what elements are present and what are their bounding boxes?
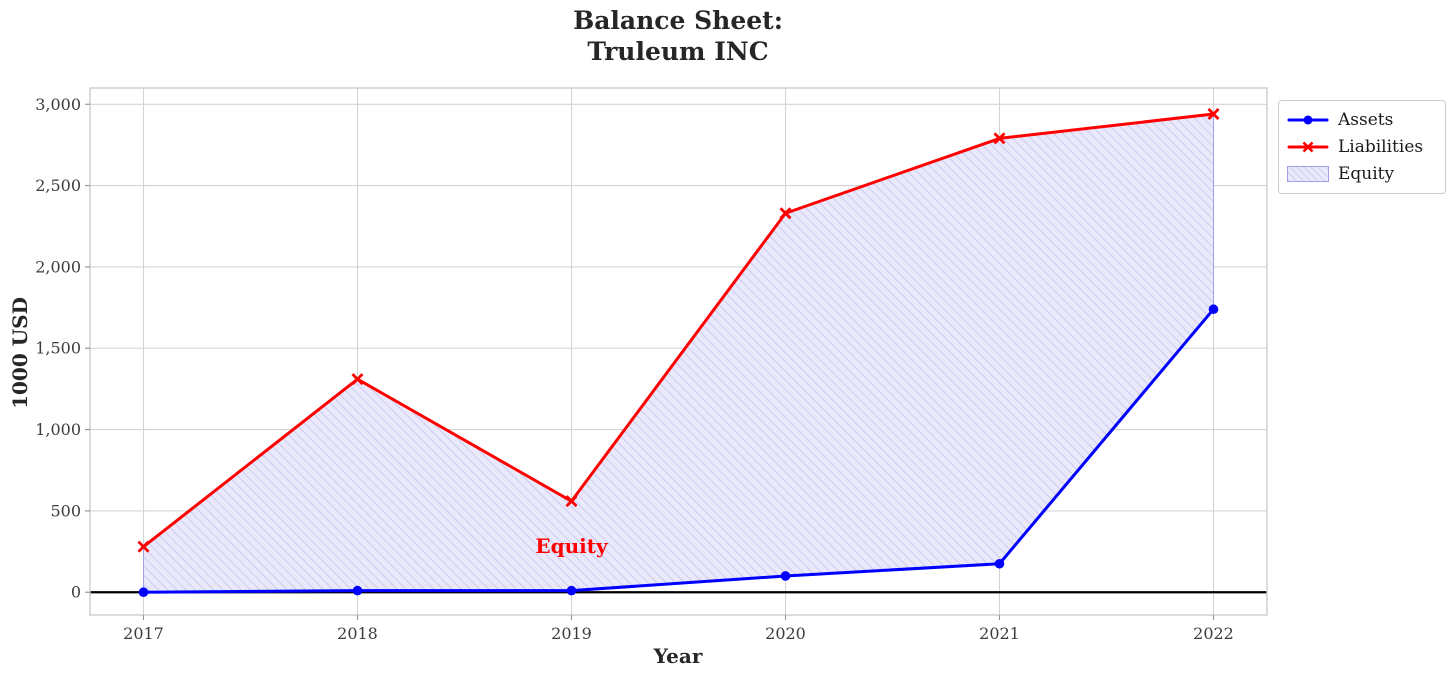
assets-marker <box>138 587 149 598</box>
assets-marker <box>1208 304 1219 315</box>
x-tick-label: 2018 <box>337 624 378 643</box>
x-tick-label: 2021 <box>979 624 1020 643</box>
assets-marker <box>994 558 1005 569</box>
legend-label-equity: Equity <box>1338 164 1395 184</box>
x-tick-label: 2019 <box>551 624 592 643</box>
x-tick-label: 2020 <box>765 624 806 643</box>
liabilities-marker <box>137 540 150 553</box>
assets-marker <box>566 585 577 596</box>
x-tick-label: 2017 <box>123 624 164 643</box>
y-tick-label: 2,500 <box>35 176 81 195</box>
liabilities-line-swatch-icon <box>1287 138 1329 156</box>
liabilities-marker <box>1207 108 1220 121</box>
legend-item-equity: Equity <box>1287 162 1435 186</box>
liabilities-marker <box>779 207 792 220</box>
legend: Assets Liabilities Equity <box>1278 100 1446 194</box>
assets-marker <box>780 571 791 581</box>
y-tick-label: 2,000 <box>35 257 81 276</box>
legend-item-assets: Assets <box>1287 108 1435 132</box>
liabilities-marker <box>565 495 578 508</box>
y-tick-label: 1,500 <box>35 339 81 358</box>
y-tick-label: 3,000 <box>35 95 81 114</box>
legend-label-liabilities: Liabilities <box>1338 137 1424 157</box>
equity-patch-swatch-icon <box>1287 165 1329 183</box>
assets-line-swatch-icon <box>1287 111 1329 129</box>
tick-marks <box>85 103 1215 620</box>
assets-marker <box>352 585 363 596</box>
liabilities-marker <box>993 132 1006 145</box>
liabilities-line <box>142 112 1215 549</box>
legend-item-liabilities: Liabilities <box>1287 135 1435 159</box>
x-tick-label: 2022 <box>1193 624 1234 643</box>
legend-label-assets: Assets <box>1338 110 1394 130</box>
assets-line <box>142 307 1215 594</box>
liabilities-marker <box>351 373 364 386</box>
equity-annotation: Equity <box>535 533 608 558</box>
y-tick-label: 1,000 <box>35 420 81 439</box>
x-axis-label: Year <box>653 644 703 668</box>
y-tick-label: 0 <box>71 583 81 602</box>
y-tick-label: 500 <box>50 501 81 520</box>
chart-title: Balance Sheet: Truleum INC <box>573 6 783 66</box>
plot-border <box>89 87 1268 616</box>
